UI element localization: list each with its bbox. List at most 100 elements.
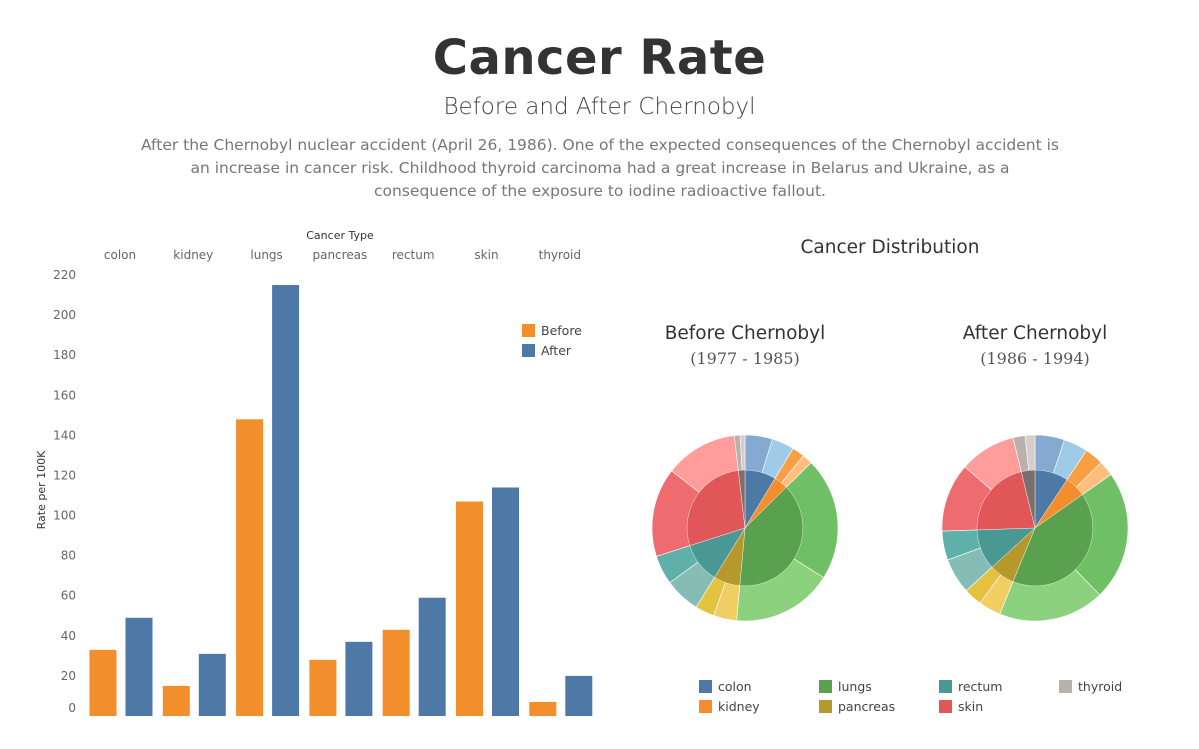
bar-legend-label: Before [541, 323, 582, 338]
pie-outer-slice-rectum [669, 527, 746, 608]
bar-after-skin [492, 487, 519, 716]
pie-legend-item-rectum[interactable]: rectum [939, 679, 1002, 694]
pie-outer-slice-skin [651, 470, 746, 557]
category-label: lungs [250, 248, 282, 262]
y-tick-label: 80 [61, 549, 76, 563]
y-axis-label: Rate per 100K [35, 450, 48, 529]
pie-inner-slice-pancreas [714, 527, 746, 586]
bar-legend-before[interactable]: Before [522, 323, 582, 338]
pie-legend-item-thyroid[interactable]: thyroid [1059, 679, 1122, 694]
pie-inner-slice-thyroid [1021, 469, 1036, 529]
pie-inner-slice-rectum [689, 527, 746, 578]
bar-legend-after[interactable]: After [522, 343, 571, 358]
pie-legend-swatch [1059, 680, 1072, 693]
pie-inner-slice-skin [686, 470, 746, 546]
bar-after-pancreas [345, 641, 373, 716]
y-tick-label: 100 [53, 509, 76, 523]
bar-before-skin [456, 501, 483, 716]
pie-outer-slice-pancreas [979, 527, 1036, 615]
pie-outer-slice-pancreas [695, 527, 746, 616]
category-label: thyroid [539, 248, 581, 262]
pie-outer-slice-lungs [744, 462, 839, 579]
pie-title-before: Before Chernobyl [664, 323, 826, 344]
pie-legend-label: lungs [838, 679, 872, 694]
pie-outer-slice-thyroid [1024, 434, 1036, 529]
pie-outer-slice-colon [1034, 439, 1087, 529]
pie-outer-slice-lungs [1034, 474, 1129, 596]
category-label: colon [104, 248, 136, 262]
pie-legend-swatch [699, 700, 712, 713]
pie-outer-slice-thyroid [733, 434, 746, 529]
pie-outer-slice-rectum [941, 527, 1036, 561]
pie-legend-label: kidney [718, 699, 760, 714]
pie-legend-label: colon [718, 679, 752, 694]
category-label: rectum [392, 248, 435, 262]
pie-inner-slice-lungs [1012, 494, 1094, 587]
bar-after-thyroid [565, 675, 593, 716]
bar-before-kidney [162, 685, 190, 716]
y-tick-label: 200 [53, 308, 76, 322]
pie-legend-item-lungs[interactable]: lungs [819, 679, 872, 694]
bar-before-pancreas [309, 659, 337, 716]
bar-after-kidney [198, 653, 226, 716]
pie-outer-slice-thyroid [739, 434, 746, 529]
pie-outer-slice-colon [744, 434, 773, 529]
y-tick-label: 140 [53, 428, 76, 442]
pie-inner-slice-colon [1034, 469, 1068, 529]
dashboard-subtitle: Before and After Chernobyl [443, 94, 756, 120]
bar-legend-swatch [522, 324, 535, 337]
pie-outer-slice-pancreas [965, 527, 1036, 604]
bar-after-rectum [418, 597, 446, 716]
pie-legend-item-colon[interactable]: colon [699, 679, 752, 694]
pie-legend-swatch [819, 680, 832, 693]
pie-outer-slice-rectum [947, 527, 1036, 592]
dashboard-title: Cancer Rate [432, 30, 767, 86]
pie-inner-slice-pancreas [991, 527, 1036, 582]
pie-outer-slice-skin [964, 437, 1036, 529]
y-tick-label: 60 [61, 589, 76, 603]
pie-inner-slice-kidney [744, 478, 787, 529]
bar-after-lungs [272, 285, 300, 716]
pie-legend-label: skin [958, 699, 984, 714]
pie-inner-slice-kidney [1034, 479, 1083, 529]
pie-section-heading: Cancer Distribution [800, 237, 980, 258]
pie-legend-item-skin[interactable]: skin [939, 699, 983, 714]
pie-outer-slice-skin [941, 466, 1036, 532]
bar-before-thyroid [529, 701, 557, 716]
bar-legend-swatch [522, 344, 535, 357]
pie-inner-slice-rectum [976, 527, 1036, 568]
y-tick-label: 0 [68, 701, 76, 715]
dashboard-description: After the Chernobyl nuclear accident (Ap… [141, 136, 1059, 200]
pie-legend-swatch [819, 700, 832, 713]
pie-period-after: (1986 - 1994) [980, 349, 1090, 368]
pie-outer-slice-thyroid [1012, 435, 1036, 529]
pie-legend-swatch [939, 680, 952, 693]
bar-before-colon [89, 649, 117, 716]
y-tick-label: 40 [61, 629, 76, 643]
pie-inner-slice-thyroid [738, 469, 746, 529]
bar-before-rectum [382, 629, 410, 716]
y-tick-label: 220 [53, 268, 76, 282]
category-label: pancreas [312, 248, 367, 262]
y-tick-label: 160 [53, 388, 76, 402]
bar-legend-label: After [541, 343, 572, 358]
x-axis-label: Cancer Type [306, 229, 374, 242]
pie-outer-slice-skin [671, 435, 746, 529]
y-tick-label: 20 [61, 669, 76, 683]
pie-inner-slice-skin [976, 471, 1036, 531]
pie-legend-item-pancreas[interactable]: pancreas [819, 699, 895, 714]
pie-period-before: (1977 - 1985) [690, 349, 800, 368]
pie-outer-slice-pancreas [713, 527, 746, 621]
pie-legend-swatch [699, 680, 712, 693]
pie-legend-label: pancreas [838, 699, 896, 714]
pie-outer-slice-colon [744, 438, 794, 529]
pie-outer-slice-lungs [736, 527, 825, 622]
pie-inner-slice-lungs [739, 486, 804, 587]
pie-title-after: After Chernobyl [962, 323, 1108, 344]
bar-chart: 0 20 40 60 80 100 120 140 160 180 200 220 Rate per 1… [35, 229, 593, 716]
category-label: kidney [173, 248, 213, 262]
pie-outer-slice-kidney [744, 448, 804, 529]
bar-before-lungs [236, 419, 264, 716]
y-tick-label: 120 [53, 468, 76, 482]
pie-legend-item-kidney[interactable]: kidney [699, 699, 760, 714]
